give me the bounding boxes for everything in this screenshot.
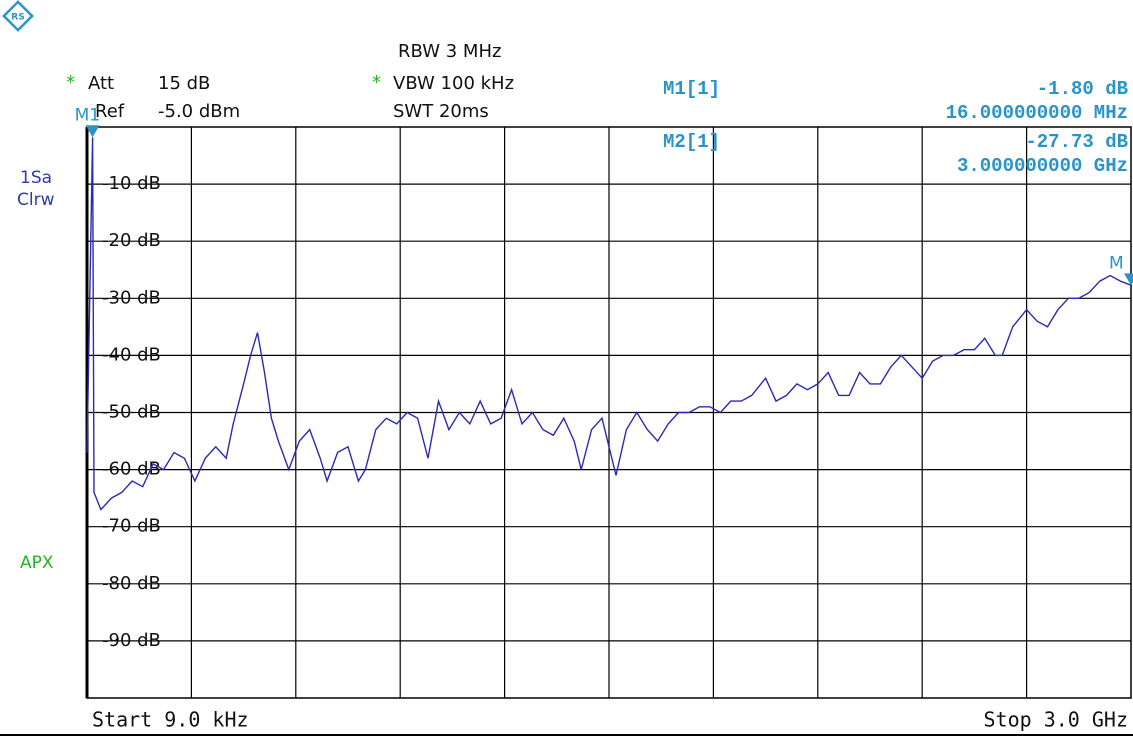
marker-triangle [85, 125, 100, 138]
ref-label: Ref [95, 101, 125, 122]
marker-triangle [1124, 273, 1133, 286]
ref-value: -5.0 dBm [158, 101, 240, 122]
trace [86, 137, 1132, 511]
swt: SWT 20ms [393, 101, 489, 122]
marker-readout-freq: 3.000000000 GHz [957, 155, 1128, 177]
svg-text:RS: RS [11, 13, 24, 23]
mode-label: Clrw [17, 190, 55, 210]
detector-label: APX [20, 553, 54, 573]
start-label: Start 9.0 kHz [92, 708, 249, 732]
marker-tag: M [1109, 253, 1124, 273]
marker-readout-name: M1[1] [663, 78, 720, 100]
sa-label: 1Sa [20, 168, 52, 188]
star: * [372, 72, 381, 93]
y-tick-label: -20 dB [102, 230, 161, 251]
y-tick-label: -10 dB [102, 173, 161, 194]
marker-readout-value: -27.73 dB [1025, 131, 1128, 153]
y-tick-label: -60 dB [102, 459, 161, 480]
marker-readout-freq: 16.000000000 MHz [946, 102, 1128, 124]
att-value: 15 dB [158, 73, 210, 94]
star: * [66, 72, 75, 93]
y-tick-label: -90 dB [102, 630, 161, 651]
vbw: VBW 100 kHz [393, 73, 514, 94]
logo: RS [2, 0, 34, 32]
y-tick-label: -70 dB [102, 516, 161, 537]
y-tick-label: -30 dB [102, 287, 161, 308]
att-label: Att [88, 73, 114, 94]
y-tick-label: -40 dB [102, 344, 161, 365]
stop-label: Stop 3.0 GHz [984, 708, 1129, 732]
marker-readout-name: M2[1] [663, 131, 720, 153]
marker-tag: M1 [75, 105, 100, 125]
rbw: RBW 3 MHz [398, 41, 501, 62]
y-tick-label: -50 dB [102, 402, 161, 423]
marker-readout-value: -1.80 dB [1037, 78, 1128, 100]
y-tick-label: -80 dB [102, 573, 161, 594]
